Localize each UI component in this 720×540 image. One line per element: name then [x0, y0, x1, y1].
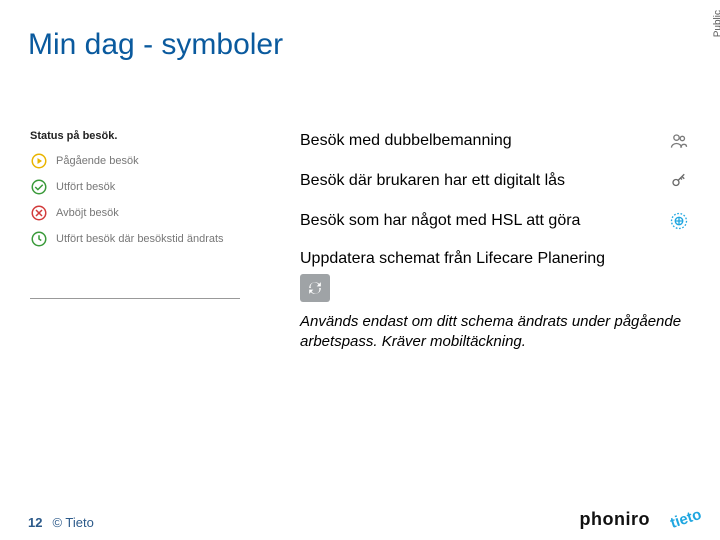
right-column: Besök med dubbelbemanning Besök där bruk…	[300, 130, 690, 353]
phoniro-logo: phoniro	[580, 509, 650, 530]
clock-circle-icon	[30, 230, 48, 248]
tieto-logo-icon: tieto	[662, 504, 706, 534]
x-circle-icon	[30, 204, 48, 222]
status-label: Avböjt besök	[56, 207, 119, 219]
symbol-row: Besök där brukaren har ett digitalt lås	[300, 170, 690, 192]
status-row: Avböjt besök	[30, 204, 260, 222]
play-circle-icon	[30, 152, 48, 170]
copyright: © Tieto	[52, 515, 93, 530]
divider	[30, 298, 240, 299]
classification-label: Public	[712, 10, 720, 37]
symbol-label: Uppdatera schemat från Lifecare Planerin…	[300, 250, 690, 268]
status-row: Utfört besök	[30, 178, 260, 196]
symbol-label: Besök som har något med HSL att göra	[300, 212, 660, 230]
status-heading: Status på besök.	[30, 130, 260, 142]
symbol-row: Uppdatera schemat från Lifecare Planerin…	[300, 250, 690, 268]
symbol-row: Besök med dubbelbemanning	[300, 130, 690, 152]
check-circle-icon	[30, 178, 48, 196]
status-row: Utfört besök där besökstid ändrats	[30, 230, 260, 248]
status-label: Utfört besök	[56, 181, 115, 193]
hsl-badge-icon	[668, 210, 690, 232]
sync-icon	[300, 274, 330, 302]
key-icon	[668, 170, 690, 192]
note-text: Används endast om ditt schema ändrats un…	[300, 312, 690, 353]
symbol-row: Besök som har något med HSL att göra	[300, 210, 690, 232]
left-column: Status på besök. Pågående besök Utfört b…	[30, 130, 260, 256]
slide: Public Min dag - symboler Status på besö…	[0, 0, 720, 540]
symbol-label: Besök med dubbelbemanning	[300, 132, 660, 150]
status-row: Pågående besök	[30, 152, 260, 170]
svg-text:tieto: tieto	[668, 506, 703, 532]
symbol-label: Besök där brukaren har ett digitalt lås	[300, 172, 660, 190]
people-icon	[668, 130, 690, 152]
page-number: 12	[28, 515, 42, 530]
page-title: Min dag - symboler	[28, 28, 283, 62]
status-label: Pågående besök	[56, 155, 139, 167]
status-label: Utfört besök där besökstid ändrats	[56, 233, 224, 245]
